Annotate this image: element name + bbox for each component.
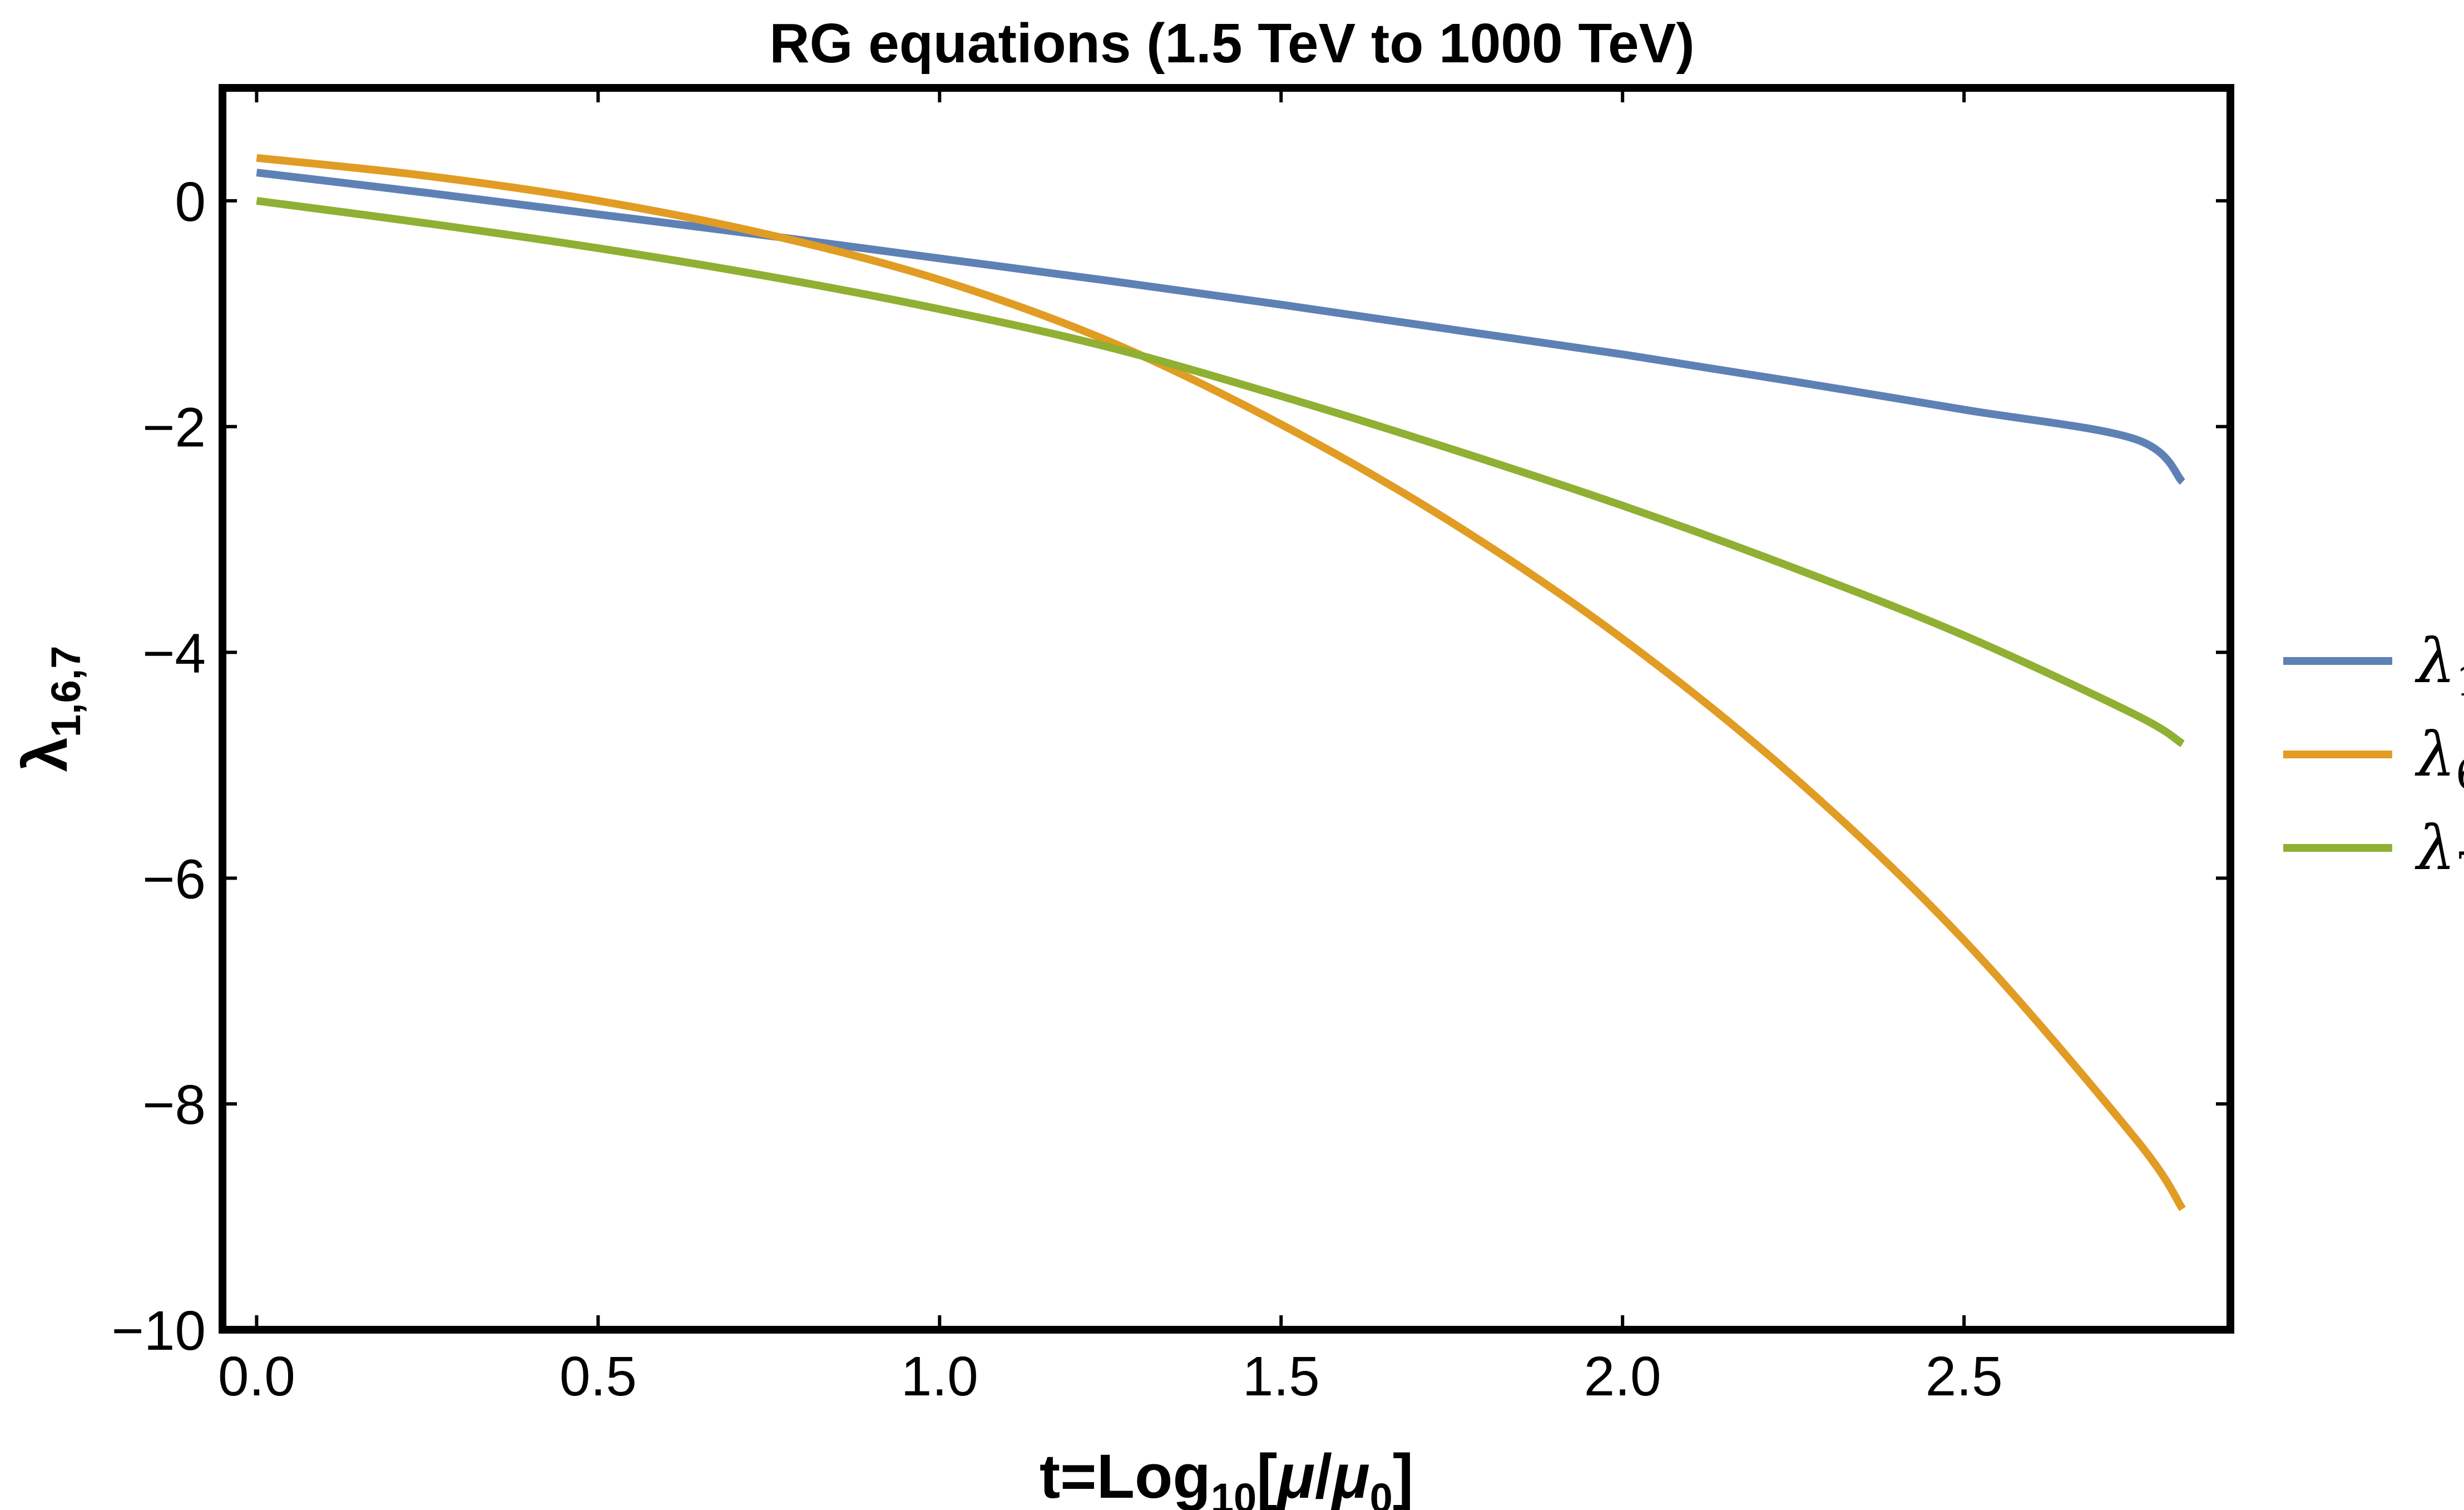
y-axis-title: λ1,6,7: [11, 646, 89, 772]
y-axis-title-subscript: 1,6,7: [43, 646, 89, 738]
legend-label-symbol: λ: [2414, 812, 2456, 884]
legend-label-subscript: 1: [2456, 656, 2464, 705]
chart-title: RG equations (1.5 TeV to 1000 TeV): [769, 12, 1694, 75]
legend-label-lambda-1: λ1: [2414, 625, 2464, 705]
legend-label-symbol: λ: [2414, 719, 2456, 790]
y-axis-ticks: 0 −2 −4 −6 −8 −10: [111, 171, 2230, 1362]
legend: λ1λ6λ7: [2283, 625, 2464, 892]
legend-label-subscript: 7: [2456, 843, 2464, 892]
legend-label-lambda-7: λ7: [2414, 812, 2464, 892]
x-tick-label: 2.0: [1584, 1345, 1661, 1408]
x-tick-label: 1.5: [1243, 1345, 1320, 1408]
series-line-lambda-7: [256, 196, 2185, 747]
x-axis-title-bracket-open: [: [1256, 1442, 1277, 1510]
legend-label-subscript: 6: [2456, 749, 2464, 799]
legend-label-lambda-6: λ6: [2414, 719, 2464, 799]
x-tick-label: 1.0: [901, 1345, 978, 1408]
x-tick-label: 0.5: [560, 1345, 637, 1408]
x-axis-title-mu: μ: [1275, 1442, 1315, 1510]
y-tick-label: −4: [142, 623, 206, 685]
series-lines: [256, 154, 2186, 1211]
x-axis-title-bracket-close: ]: [1393, 1442, 1413, 1510]
series-line-lambda-1: [256, 169, 2186, 485]
x-axis-ticks: 0.0 0.5 1.0 1.5 2.0 2.5: [218, 88, 2003, 1408]
y-tick-label: −10: [111, 1300, 206, 1362]
plot-area-frame: [219, 84, 2234, 1334]
x-tick-label: 0.0: [218, 1345, 295, 1408]
x-tick-label: 2.5: [1926, 1345, 2003, 1408]
y-tick-label: −8: [142, 1074, 206, 1136]
y-tick-label: 0: [175, 171, 206, 233]
series-line-lambda-6: [256, 154, 2186, 1211]
y-tick-label: −2: [142, 397, 206, 459]
x-axis-title: t=Log10[μ/μ0]: [1040, 1442, 1413, 1510]
x-axis-title-main: t=Log: [1040, 1442, 1211, 1510]
x-axis-title-mu0: μ: [1330, 1442, 1370, 1510]
legend-label-symbol: λ: [2414, 625, 2456, 697]
y-tick-label: −6: [142, 848, 206, 910]
y-axis-title-main: λ: [11, 737, 80, 772]
x-axis-title-log-base: 10: [1211, 1475, 1256, 1510]
x-axis-title-slash: /: [1315, 1442, 1332, 1510]
x-axis-title-mu0-subscript: 0: [1370, 1475, 1393, 1510]
